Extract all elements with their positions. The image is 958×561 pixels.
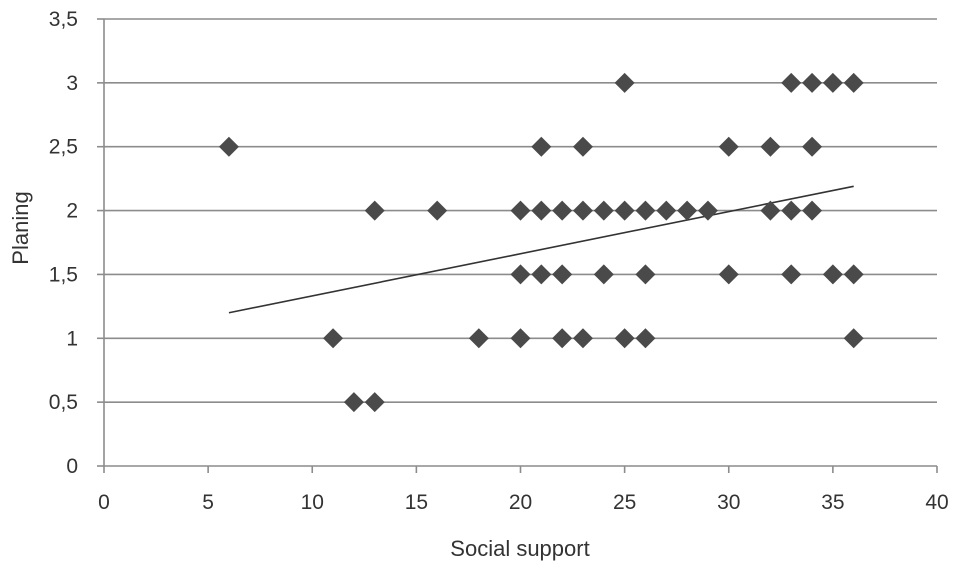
data-point (635, 200, 656, 221)
data-point (802, 200, 823, 221)
data-point (614, 328, 635, 349)
x-tick-label: 15 (405, 491, 428, 514)
data-point (781, 264, 802, 285)
data-point (572, 200, 593, 221)
data-point (635, 328, 656, 349)
data-point (572, 328, 593, 349)
data-point (781, 72, 802, 93)
data-point (614, 200, 635, 221)
data-point (510, 264, 531, 285)
data-point (635, 264, 656, 285)
x-tick-labels: 0 5 10 15 20 25 30 35 40 (98, 491, 949, 514)
data-point (218, 136, 239, 157)
data-points (218, 72, 864, 413)
data-point (822, 72, 843, 93)
x-tick-label: 5 (202, 491, 214, 514)
data-point (843, 328, 864, 349)
data-point (323, 328, 344, 349)
data-point (552, 328, 573, 349)
data-point (531, 264, 552, 285)
data-point (781, 200, 802, 221)
data-point (364, 200, 385, 221)
data-point (697, 200, 718, 221)
data-point (802, 136, 823, 157)
y-tick-labels: 0 0,5 1 1,5 2 2,5 3 3,5 (49, 8, 78, 478)
y-tick-label: 0 (66, 455, 78, 478)
data-point (718, 136, 739, 157)
y-tick-label: 2 (66, 200, 78, 223)
data-point (802, 72, 823, 93)
data-point (552, 264, 573, 285)
data-point (843, 264, 864, 285)
x-tick-label: 10 (301, 491, 324, 514)
data-point (677, 200, 698, 221)
data-point (510, 200, 531, 221)
x-tick-label: 0 (98, 491, 110, 514)
y-tick-label: 3 (66, 72, 78, 95)
data-point (718, 264, 739, 285)
y-tick-label: 2,5 (49, 136, 78, 159)
data-point (552, 200, 573, 221)
y-tick-label: 1,5 (49, 263, 78, 286)
data-point (572, 136, 593, 157)
data-point (593, 200, 614, 221)
x-axis-title: Social support (450, 536, 589, 561)
axes (97, 18, 938, 473)
y-axis-title: Planing (8, 191, 33, 264)
y-tick-label: 3,5 (49, 8, 78, 31)
data-point (593, 264, 614, 285)
x-tick-label: 25 (613, 491, 636, 514)
data-point (531, 136, 552, 157)
data-point (343, 392, 364, 413)
data-point (614, 72, 635, 93)
data-point (822, 264, 843, 285)
data-point (364, 392, 385, 413)
y-tick-label: 0,5 (49, 391, 78, 414)
data-point (510, 328, 531, 349)
data-point (843, 72, 864, 93)
y-tick-label: 1 (66, 327, 78, 350)
trendline-group (228, 185, 854, 314)
x-tick-label: 40 (925, 491, 948, 514)
trendline (228, 185, 854, 314)
data-point (760, 200, 781, 221)
data-point (760, 136, 781, 157)
data-point (427, 200, 448, 221)
x-tick-label: 30 (717, 491, 740, 514)
x-tick-label: 35 (821, 491, 844, 514)
data-point (531, 200, 552, 221)
x-tick-label: 20 (509, 491, 532, 514)
data-point (468, 328, 489, 349)
data-point (656, 200, 677, 221)
